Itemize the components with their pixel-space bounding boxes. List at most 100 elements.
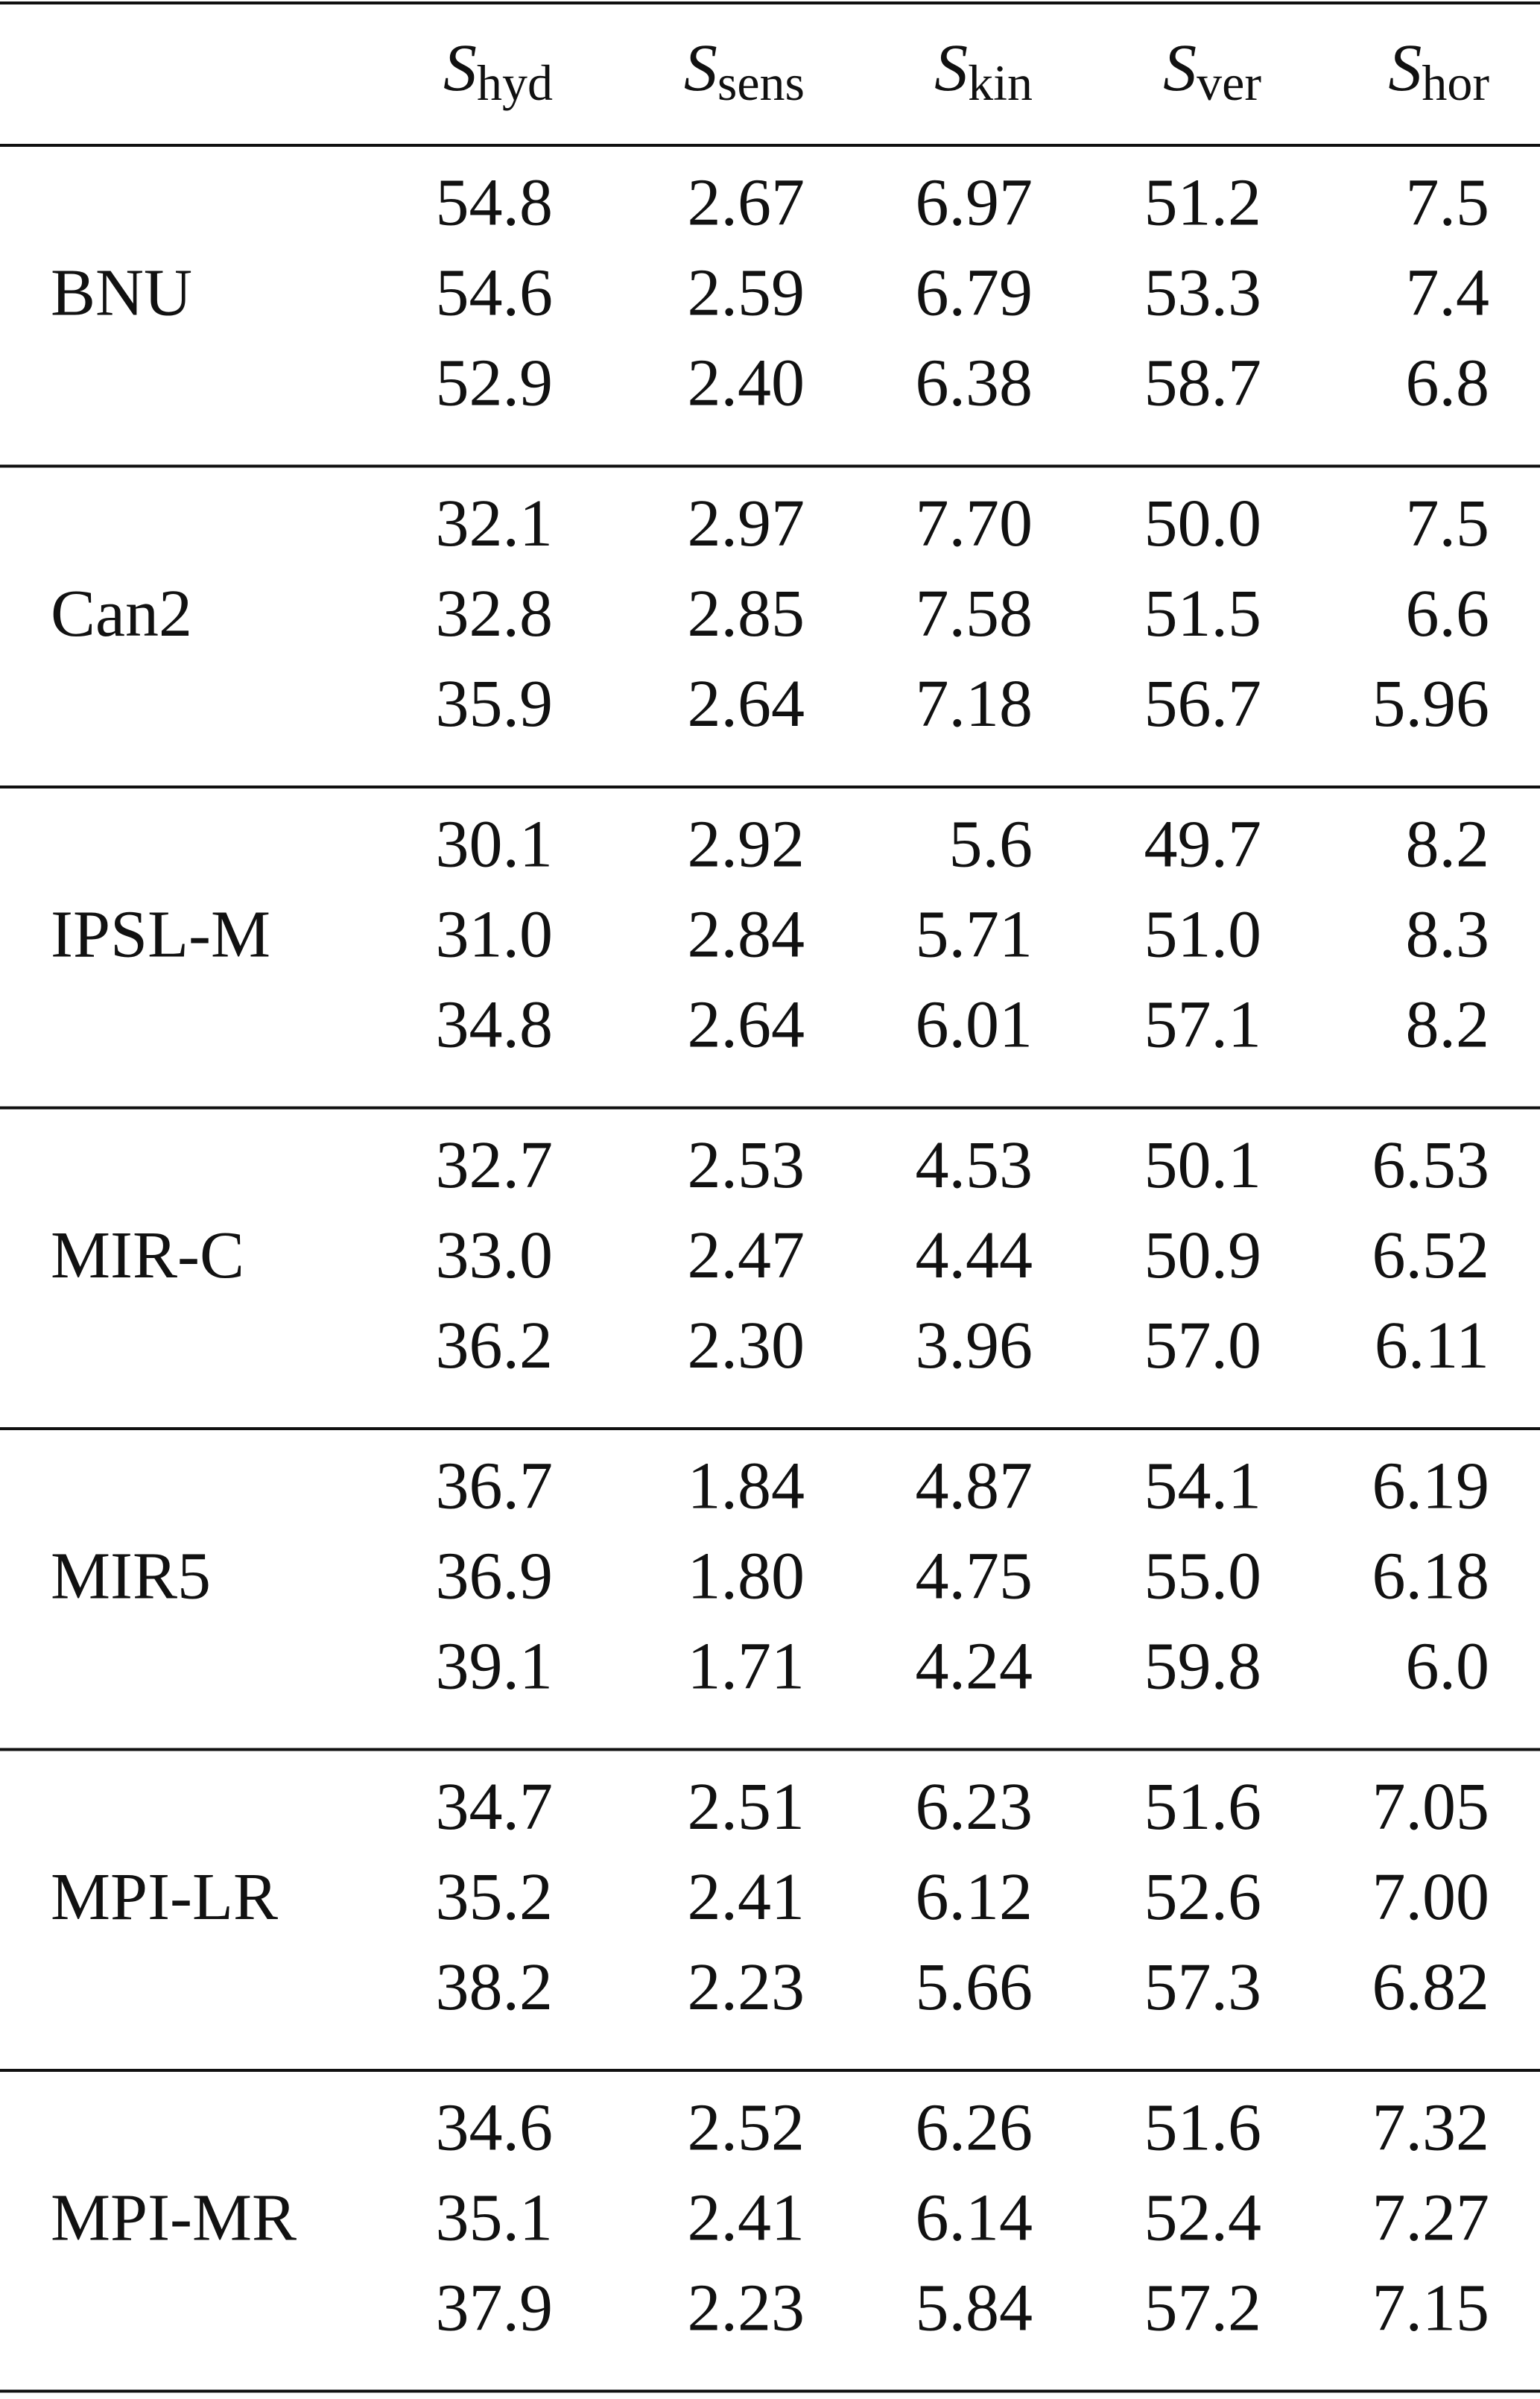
cell: 32.7 [436, 1128, 554, 1202]
cell: 7.70 [916, 487, 1033, 560]
cell: 1.84 [688, 1450, 805, 1523]
subscript: kin [968, 54, 1033, 111]
cell: 6.19 [1372, 1450, 1490, 1523]
subscript: hor [1422, 54, 1489, 111]
cell: 30.1 [436, 808, 554, 882]
cell: 3.96 [916, 1309, 1033, 1382]
subscript: hyd [477, 54, 553, 111]
subscript: ver [1197, 54, 1261, 111]
cell: 52.4 [1144, 2181, 1262, 2255]
model-name: Can2 [51, 577, 192, 651]
cell: 50.9 [1144, 1219, 1262, 1292]
cell: 2.64 [688, 667, 805, 741]
cell: 1.80 [688, 1540, 805, 1613]
cell: 51.5 [1144, 577, 1262, 651]
cell: 58.7 [1144, 347, 1262, 420]
cell: 7.05 [1372, 1770, 1490, 1844]
cell: 57.1 [1144, 988, 1262, 1062]
cell: 2.84 [688, 898, 805, 972]
cell: 6.14 [916, 2181, 1033, 2255]
cell: 54.6 [436, 256, 554, 330]
model-name: MIR5 [51, 1540, 211, 1613]
cell: 36.2 [436, 1309, 554, 1382]
cell: 32.1 [436, 487, 554, 560]
cell: 7.15 [1372, 2272, 1490, 2345]
cell: 5.96 [1372, 667, 1490, 741]
cell: 6.11 [1375, 1309, 1489, 1382]
cell: 6.01 [916, 988, 1033, 1062]
symbol: S [934, 31, 968, 105]
model-name: MIR-C [51, 1219, 244, 1292]
cell: 56.7 [1144, 667, 1262, 741]
cell: 2.30 [688, 1309, 805, 1382]
cell: 7.58 [916, 577, 1033, 651]
cell: 2.92 [688, 808, 805, 882]
cell: 2.23 [688, 1950, 805, 2024]
cell: 53.3 [1144, 256, 1262, 330]
model-name: MPI-MR [51, 2181, 297, 2255]
cell: 2.47 [688, 1219, 805, 1292]
cell: 5.6 [949, 808, 1033, 882]
cell: 34.7 [436, 1770, 554, 1844]
cell: 52.9 [436, 347, 554, 420]
model-name: MPI-LR [51, 1860, 278, 1934]
cell: 7.32 [1372, 2091, 1490, 2165]
cell: 6.26 [916, 2091, 1033, 2165]
symbol: S [1388, 31, 1422, 105]
cell: 2.59 [688, 256, 805, 330]
symbol: S [443, 31, 477, 105]
cell: 7.5 [1406, 166, 1490, 240]
cell: 7.00 [1372, 1860, 1490, 1934]
cell: 2.40 [688, 347, 805, 420]
cell: 6.6 [1406, 577, 1490, 651]
cell: 6.79 [916, 256, 1033, 330]
cell: 57.3 [1144, 1950, 1262, 2024]
cell: 5.84 [916, 2272, 1033, 2345]
model-name: IPSL-M [51, 898, 270, 972]
cell: 7.18 [916, 667, 1033, 741]
cell: 32.8 [436, 577, 554, 651]
cell: 5.71 [916, 898, 1033, 972]
cell: 4.53 [916, 1128, 1033, 1202]
subscript: sens [717, 54, 805, 111]
cell: 6.8 [1406, 347, 1490, 420]
symbol: S [1163, 31, 1197, 105]
cell: 2.41 [688, 1860, 805, 1934]
cell: 6.18 [1372, 1540, 1490, 1613]
cell: 6.82 [1372, 1950, 1490, 2024]
cell: 51.2 [1144, 166, 1262, 240]
cell: 57.2 [1144, 2272, 1262, 2345]
cell: 8.2 [1406, 808, 1490, 882]
cell: 57.0 [1144, 1309, 1262, 1382]
cell: 5.66 [916, 1950, 1033, 2024]
cell: 35.1 [436, 2181, 554, 2255]
cell: 7.27 [1372, 2181, 1490, 2255]
cell: 4.24 [916, 1630, 1033, 1704]
cell: 2.23 [688, 2272, 805, 2345]
cell: 4.75 [916, 1540, 1033, 1613]
column-header: Sver [1163, 31, 1261, 111]
cell: 2.53 [688, 1128, 805, 1202]
cell: 37.9 [436, 2272, 554, 2345]
cell: 7.4 [1406, 256, 1490, 330]
symbol: S [684, 31, 717, 105]
cell: 51.6 [1144, 1770, 1262, 1844]
cell: 4.87 [916, 1450, 1033, 1523]
cell: 6.38 [916, 347, 1033, 420]
cell: 35.9 [436, 667, 554, 741]
cell: 59.8 [1144, 1630, 1262, 1704]
cell: 54.1 [1144, 1450, 1262, 1523]
cell: 8.2 [1406, 988, 1490, 1062]
cell: 38.2 [436, 1950, 554, 2024]
cell: 51.0 [1144, 898, 1262, 972]
column-header: Ssens [684, 31, 805, 111]
cell: 2.41 [688, 2181, 805, 2255]
cell: 34.6 [436, 2091, 554, 2165]
cell: 35.2 [436, 1860, 554, 1934]
cell: 8.3 [1406, 898, 1490, 972]
column-header: Skin [934, 31, 1033, 111]
cell: 39.1 [436, 1630, 554, 1704]
cell: 2.85 [688, 577, 805, 651]
cell: 49.7 [1144, 808, 1262, 882]
